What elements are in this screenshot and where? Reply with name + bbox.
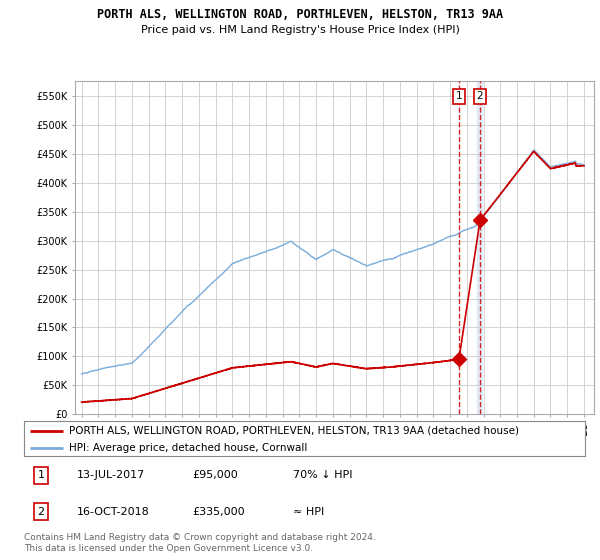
Text: 1: 1	[37, 470, 44, 480]
Text: 16-OCT-2018: 16-OCT-2018	[77, 507, 150, 517]
Text: 70% ↓ HPI: 70% ↓ HPI	[293, 470, 353, 480]
Text: £335,000: £335,000	[192, 507, 245, 517]
Text: £95,000: £95,000	[192, 470, 238, 480]
Text: 1: 1	[455, 91, 462, 101]
Text: HPI: Average price, detached house, Cornwall: HPI: Average price, detached house, Corn…	[69, 442, 307, 452]
Text: 2: 2	[476, 91, 483, 101]
Text: 2: 2	[37, 507, 44, 517]
Text: PORTH ALS, WELLINGTON ROAD, PORTHLEVEN, HELSTON, TR13 9AA: PORTH ALS, WELLINGTON ROAD, PORTHLEVEN, …	[97, 8, 503, 21]
Text: Price paid vs. HM Land Registry's House Price Index (HPI): Price paid vs. HM Land Registry's House …	[140, 25, 460, 35]
Text: 13-JUL-2017: 13-JUL-2017	[77, 470, 146, 480]
Text: Contains HM Land Registry data © Crown copyright and database right 2024.
This d: Contains HM Land Registry data © Crown c…	[24, 533, 376, 553]
Bar	[478, 81, 482, 414]
Text: PORTH ALS, WELLINGTON ROAD, PORTHLEVEN, HELSTON, TR13 9AA (detached house): PORTH ALS, WELLINGTON ROAD, PORTHLEVEN, …	[69, 426, 519, 436]
Text: ≈ HPI: ≈ HPI	[293, 507, 325, 517]
